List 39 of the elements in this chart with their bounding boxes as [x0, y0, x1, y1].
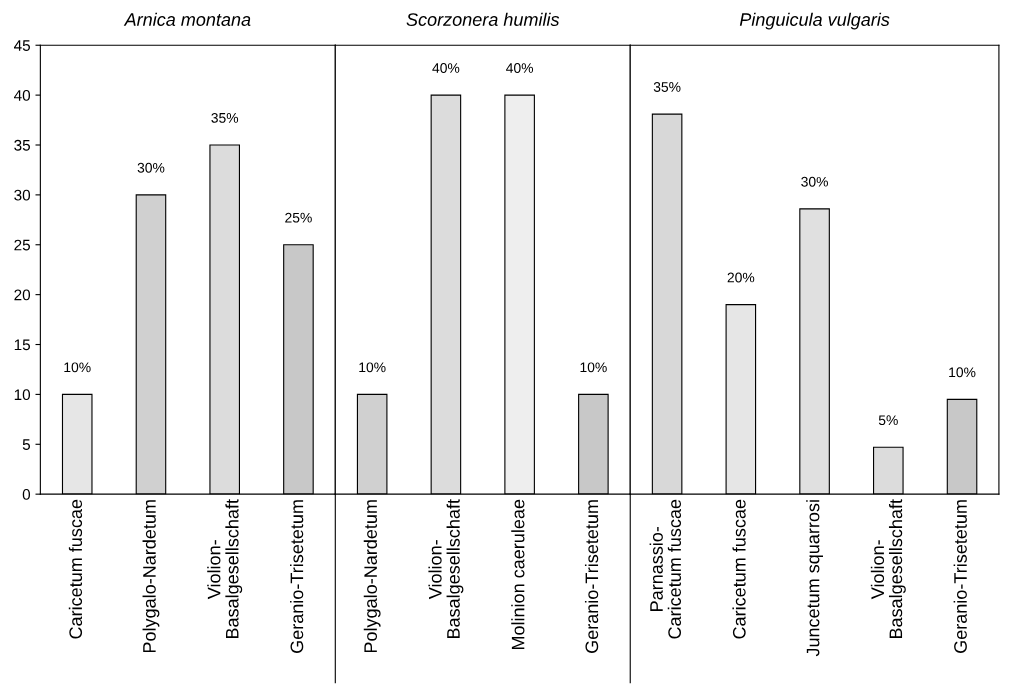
x-tick-label: Polygalo-Nardetum: [363, 500, 381, 653]
y-tick-label: 25: [14, 239, 30, 251]
y-tick-label: 35: [14, 139, 30, 151]
x-tick-label: Geranio-Trisetetum: [584, 500, 599, 653]
annotation: 10%: [949, 367, 976, 378]
x-tick-label: Geranio-Trisetetum: [290, 500, 304, 653]
data-label: 30%: [137, 162, 165, 173]
x-tick-label: Caricetum fuscae: [68, 499, 83, 639]
y-tick-label: 0: [22, 489, 31, 500]
data-label: 10%: [359, 362, 386, 373]
y-tick-label: 5: [22, 439, 30, 450]
x-tick-label: Violion- Basalgesellschaft: [207, 499, 243, 639]
annotation: 30%: [801, 176, 828, 187]
chart-title: Pinguicula vulgaris: [739, 12, 890, 30]
annotation: 5%: [878, 415, 898, 426]
data-label: 40%: [432, 63, 460, 73]
x-tick-label: Molinion caeruleae: [511, 499, 525, 650]
chart-title: Arnica montana: [123, 12, 251, 26]
x-tick-label: Polygalo-Nardetum: [142, 500, 160, 653]
x-tick-label: Caricetum fuscae: [732, 499, 746, 639]
data-label: 10%: [64, 362, 91, 373]
data-label: 10%: [580, 362, 607, 373]
data-label: 35%: [211, 112, 239, 123]
x-tick-label: Violion- Basalgesellschaft: [870, 499, 906, 639]
data-label: 40%: [506, 63, 534, 73]
y-tick-label: 20: [14, 289, 31, 301]
chart-title: Scorzonera humilis: [406, 12, 560, 26]
y-tick-label: 15: [14, 339, 30, 351]
x-tick-label: Juncetum squarrosi: [806, 500, 823, 657]
annotation: 20%: [727, 272, 755, 283]
y-tick-label: 40: [14, 89, 31, 101]
y-tick-label: 30: [14, 189, 31, 201]
y-tick-label: 45: [14, 40, 30, 51]
x-tick-label: Parnassio- Caricetum fuscae: [649, 499, 682, 639]
x-tick-label: Violion- Basalgesellschaft: [428, 499, 464, 639]
data-label: 25%: [285, 212, 312, 223]
x-tick-label: Geranio-Trisetetum: [953, 500, 967, 653]
y-tick-label: 10: [14, 389, 31, 401]
annotation: 35%: [653, 82, 681, 92]
